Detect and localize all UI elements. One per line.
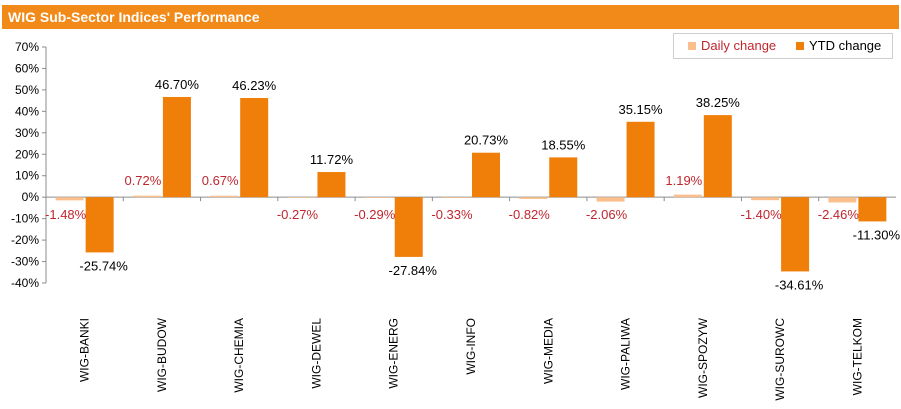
- category-label: WIG-TELKOM: [850, 318, 864, 395]
- data-label-ytd: 18.55%: [541, 137, 586, 152]
- bar-daily-change: [210, 195, 239, 198]
- category-label: WIG-ENERG: [387, 318, 401, 389]
- data-label-daily: 0.72%: [124, 173, 161, 188]
- data-label-ytd: 46.23%: [232, 78, 277, 93]
- data-label-daily: 0.67%: [202, 173, 239, 188]
- category-label: WIG-SUROWC: [773, 318, 787, 401]
- bar-ytd-change: [162, 96, 191, 198]
- bar-daily-change: [132, 195, 161, 198]
- data-label-daily: -1.40%: [740, 207, 782, 222]
- chart-title-bar: WIG Sub-Sector Indices' Performance: [2, 5, 899, 29]
- category-label: WIG-MEDIA: [541, 318, 555, 384]
- bar-ytd-change: [394, 197, 423, 257]
- data-label-daily: -2.06%: [586, 207, 628, 222]
- category-label: WIG-CHEMIA: [232, 318, 246, 393]
- data-label-daily: 1.19%: [665, 173, 702, 188]
- bar-ytd-change: [781, 197, 810, 272]
- bar-daily-change: [596, 197, 625, 202]
- bar-daily-change: [828, 197, 857, 203]
- bar-daily-change: [442, 197, 470, 198]
- data-label-ytd: -34.61%: [775, 277, 824, 292]
- bar-daily-change: [751, 197, 780, 201]
- data-label-daily: -0.82%: [509, 207, 551, 222]
- chart-title: WIG Sub-Sector Indices' Performance: [8, 9, 260, 25]
- data-label-daily: -0.33%: [431, 207, 473, 222]
- data-label-daily: -0.27%: [277, 207, 319, 222]
- bar-daily-change: [673, 194, 702, 198]
- y-tick-label: 30%: [15, 126, 39, 140]
- bar-ytd-change: [858, 197, 887, 222]
- y-tick-label: -10%: [11, 212, 39, 226]
- bar-ytd-change: [240, 97, 269, 198]
- bar-daily-change: [364, 197, 393, 198]
- data-label-ytd: 38.25%: [696, 95, 741, 110]
- data-label-ytd: 20.73%: [464, 133, 509, 148]
- bar-daily-change: [519, 197, 548, 199]
- legend-item-daily: Daily change: [688, 38, 776, 53]
- category-label: WIG-PALIWA: [619, 318, 633, 390]
- y-tick-label: 10%: [15, 169, 39, 183]
- category-label: WIG-DEWEL: [309, 318, 323, 389]
- chart-legend: Daily change YTD change: [673, 33, 893, 59]
- y-tick-label: -30%: [11, 255, 39, 269]
- category-label: WIG-BUDOW: [155, 317, 169, 392]
- y-tick-label: 20%: [15, 147, 39, 161]
- category-label: WIG-BANKI: [78, 318, 92, 382]
- bar-ytd-change: [85, 197, 114, 253]
- bar-ytd-change: [549, 157, 578, 198]
- data-label-ytd: -27.84%: [389, 263, 438, 278]
- category-label: WIG-INFO: [464, 318, 478, 375]
- bar-ytd-change: [317, 172, 346, 198]
- y-tick-label: -40%: [11, 276, 39, 290]
- legend-swatch-daily: [688, 42, 696, 50]
- y-tick-label: 60%: [15, 61, 39, 75]
- category-label: WIG-SPOZYW: [696, 317, 710, 398]
- data-label-ytd: 11.72%: [310, 152, 354, 167]
- y-tick-label: -20%: [11, 233, 39, 247]
- data-label-ytd: 35.15%: [618, 102, 663, 117]
- data-label-daily: -0.29%: [354, 207, 396, 222]
- data-label-daily: -1.48%: [45, 207, 87, 222]
- y-tick-label: 70%: [15, 40, 39, 54]
- data-label-ytd: -25.74%: [79, 258, 128, 273]
- bar-ytd-change: [472, 152, 500, 198]
- data-label-ytd: -11.30%: [853, 227, 901, 242]
- bar-daily-change: [287, 197, 316, 198]
- legend-item-ytd: YTD change: [796, 38, 881, 53]
- bar-daily-change: [55, 197, 84, 201]
- bar-ytd-change: [703, 115, 732, 198]
- legend-label-ytd: YTD change: [809, 38, 882, 53]
- legend-swatch-ytd: [796, 42, 804, 50]
- data-label-daily: -2.46%: [818, 207, 860, 222]
- y-tick-label: 40%: [15, 104, 39, 118]
- legend-label-daily: Daily change: [701, 38, 777, 53]
- y-tick-label: 0%: [22, 190, 40, 204]
- bar-ytd-change: [626, 121, 655, 198]
- y-tick-label: 50%: [15, 83, 39, 97]
- data-label-ytd: 46.70%: [155, 77, 200, 92]
